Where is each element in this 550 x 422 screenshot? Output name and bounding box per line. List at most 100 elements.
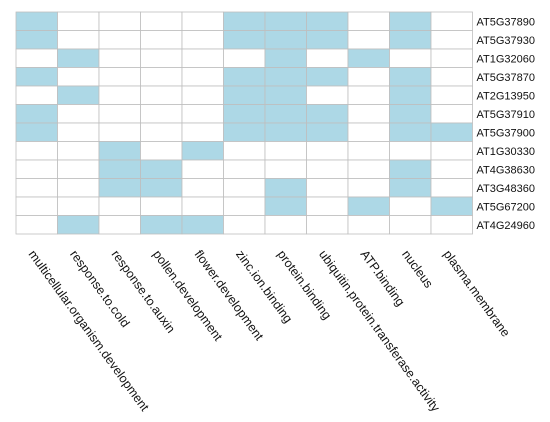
heatmap-cell-at1g32060-ubiquitin-protein-transferase-activity	[306, 48, 349, 68]
heatmap-cell-at5g37890-ubiquitin-protein-transferase-activity	[306, 11, 349, 31]
heatmap-cell-at4g24960-response-to-cold	[57, 215, 100, 235]
heatmap-cell-at1g32060-pollen-development	[140, 48, 183, 68]
heatmap-cell-at3g48360-response-to-cold	[57, 178, 100, 198]
heatmap-cell-at3g48360-response-to-auxin	[98, 178, 141, 198]
heatmap-cell-at4g24960-zinc-ion-binding	[223, 215, 266, 235]
heatmap-cell-at5g37930-nucleus	[389, 30, 432, 50]
heatmap-cell-at5g67200-response-to-auxin	[98, 196, 141, 216]
heatmap-cell-at4g24960-ubiquitin-protein-transferase-activity	[306, 215, 349, 235]
heatmap-cell-at3g48360-nucleus	[389, 178, 432, 198]
heatmap-cell-at5g37910-ubiquitin-protein-transferase-activity	[306, 104, 349, 124]
heatmap-cell-at5g37870-flower-development	[181, 67, 224, 87]
heatmap-cell-at5g67200-flower-development	[181, 196, 224, 216]
heatmap-cell-at2g13950-multicellular-organism-development	[15, 85, 58, 105]
heatmap-cell-at5g37900-nucleus	[389, 122, 432, 142]
heatmap-cell-at5g67200-nucleus	[389, 196, 432, 216]
heatmap-cell-at5g37930-pollen-development	[140, 30, 183, 50]
heatmap-cell-at5g37890-response-to-auxin	[98, 11, 141, 31]
heatmap-cell-at1g32060-atp-binding	[347, 48, 390, 68]
heatmap-cell-at1g30330-ubiquitin-protein-transferase-activity	[306, 141, 349, 161]
heatmap-cell-at1g32060-response-to-auxin	[98, 48, 141, 68]
heatmap-cell-at5g37910-zinc-ion-binding	[223, 104, 266, 124]
heatmap-cell-at2g13950-protein-binding	[264, 85, 307, 105]
heatmap-cell-at5g37890-zinc-ion-binding	[223, 11, 266, 31]
heatmap-cell-at2g13950-response-to-auxin	[98, 85, 141, 105]
heatmap-cell-at5g37930-response-to-cold	[57, 30, 100, 50]
heatmap-cell-at5g37870-plasma-membrane	[430, 67, 473, 87]
row-label-at5g37870: AT5G37870	[477, 72, 536, 84]
column-labels: multicellular.organism.developmentrespon…	[26, 248, 513, 415]
heatmap-cell-at5g37870-ubiquitin-protein-transferase-activity	[306, 67, 349, 87]
heatmap-cell-at1g32060-response-to-cold	[57, 48, 100, 68]
heatmap-cell-at2g13950-ubiquitin-protein-transferase-activity	[306, 85, 349, 105]
column-label-nucleus: nucleus	[399, 248, 436, 291]
heatmap-cell-at5g37930-plasma-membrane	[430, 30, 473, 50]
heatmap-cells	[15, 11, 473, 235]
heatmap-cell-at5g37910-response-to-auxin	[98, 104, 141, 124]
heatmap-cell-at5g67200-protein-binding	[264, 196, 307, 216]
heatmap-cell-at1g30330-plasma-membrane	[430, 141, 473, 161]
row-label-at2g13950: AT2G13950	[477, 90, 536, 102]
heatmap-cell-at5g37900-zinc-ion-binding	[223, 122, 266, 142]
heatmap-cell-at5g37930-multicellular-organism-development	[15, 30, 58, 50]
heatmap-cell-at5g37930-ubiquitin-protein-transferase-activity	[306, 30, 349, 50]
row-label-at4g24960: AT4G24960	[477, 220, 536, 232]
heatmap-cell-at5g37870-nucleus	[389, 67, 432, 87]
heatmap-cell-at1g30330-atp-binding	[347, 141, 390, 161]
heatmap-cell-at1g30330-zinc-ion-binding	[223, 141, 266, 161]
heatmap-cell-at5g37900-response-to-cold	[57, 122, 100, 142]
heatmap-cell-at5g37900-pollen-development	[140, 122, 183, 142]
heatmap-cell-at5g37900-protein-binding	[264, 122, 307, 142]
heatmap-cell-at5g37890-nucleus	[389, 11, 432, 31]
row-label-at5g37900: AT5G37900	[477, 127, 536, 139]
heatmap-cell-at2g13950-plasma-membrane	[430, 85, 473, 105]
heatmap-cell-at5g37930-zinc-ion-binding	[223, 30, 266, 50]
row-label-at5g37890: AT5G37890	[477, 16, 536, 28]
heatmap-cell-at5g67200-multicellular-organism-development	[15, 196, 58, 216]
heatmap-cell-at4g38630-multicellular-organism-development	[15, 159, 58, 179]
heatmap-cell-at5g37870-zinc-ion-binding	[223, 67, 266, 87]
heatmap-cell-at4g24960-plasma-membrane	[430, 215, 473, 235]
heatmap-cell-at2g13950-flower-development	[181, 85, 224, 105]
heatmap-cell-at4g24960-nucleus	[389, 215, 432, 235]
heatmap-cell-at4g24960-atp-binding	[347, 215, 390, 235]
heatmap-cell-at5g37870-response-to-cold	[57, 67, 100, 87]
heatmap-cell-at2g13950-nucleus	[389, 85, 432, 105]
heatmap-cell-at5g37890-multicellular-organism-development	[15, 11, 58, 31]
heatmap-cell-at1g30330-pollen-development	[140, 141, 183, 161]
heatmap-cell-at3g48360-plasma-membrane	[430, 178, 473, 198]
heatmap-cell-at3g48360-protein-binding	[264, 178, 307, 198]
heatmap-cell-at1g32060-plasma-membrane	[430, 48, 473, 68]
heatmap-cell-at5g67200-ubiquitin-protein-transferase-activity	[306, 196, 349, 216]
heatmap-cell-at5g37870-response-to-auxin	[98, 67, 141, 87]
heatmap-cell-at4g24960-response-to-auxin	[98, 215, 141, 235]
heatmap-cell-at5g37910-response-to-cold	[57, 104, 100, 124]
heatmap-cell-at5g37890-plasma-membrane	[430, 11, 473, 31]
heatmap-cell-at5g37890-response-to-cold	[57, 11, 100, 31]
heatmap-cell-at1g30330-response-to-auxin	[98, 141, 141, 161]
heatmap-cell-at5g37870-pollen-development	[140, 67, 183, 87]
heatmap-cell-at5g37870-multicellular-organism-development	[15, 67, 58, 87]
heatmap-cell-at5g37890-atp-binding	[347, 11, 390, 31]
row-label-at5g37910: AT5G37910	[477, 109, 536, 121]
heatmap-cell-at1g30330-nucleus	[389, 141, 432, 161]
heatmap-cell-at2g13950-zinc-ion-binding	[223, 85, 266, 105]
heatmap-cell-at5g67200-zinc-ion-binding	[223, 196, 266, 216]
heatmap-cell-at3g48360-pollen-development	[140, 178, 183, 198]
heatmap-cell-at4g38630-nucleus	[389, 159, 432, 179]
heatmap-cell-at1g30330-multicellular-organism-development	[15, 141, 58, 161]
heatmap-cell-at4g24960-multicellular-organism-development	[15, 215, 58, 235]
heatmap-cell-at5g37890-pollen-development	[140, 11, 183, 31]
heatmap-cell-at5g67200-plasma-membrane	[430, 196, 473, 216]
heatmap-cell-at2g13950-atp-binding	[347, 85, 390, 105]
heatmap-cell-at5g37910-pollen-development	[140, 104, 183, 124]
heatmap-cell-at4g38630-zinc-ion-binding	[223, 159, 266, 179]
heatmap-cell-at5g37910-plasma-membrane	[430, 104, 473, 124]
row-label-at1g30330: AT1G30330	[477, 146, 536, 158]
heatmap-cell-at5g37900-response-to-auxin	[98, 122, 141, 142]
heatmap-cell-at2g13950-pollen-development	[140, 85, 183, 105]
heatmap-cell-at3g48360-atp-binding	[347, 178, 390, 198]
row-label-at4g38630: AT4G38630	[477, 164, 536, 176]
heatmap-cell-at4g38630-protein-binding	[264, 159, 307, 179]
row-label-at1g32060: AT1G32060	[477, 53, 536, 65]
